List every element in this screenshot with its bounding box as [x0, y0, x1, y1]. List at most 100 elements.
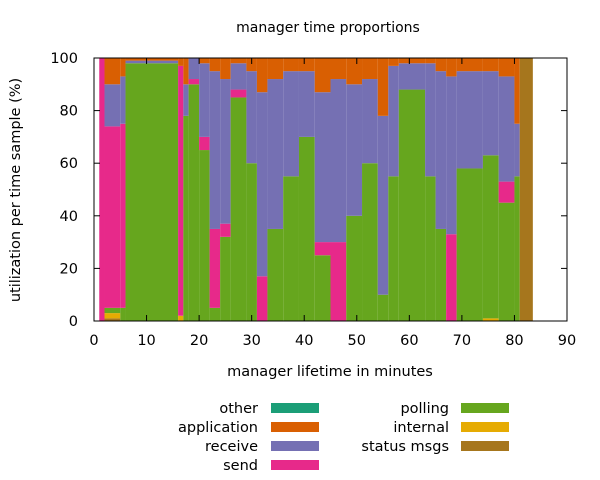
legend-label-send: send: [223, 458, 258, 474]
legend-swatch-internal: [461, 422, 509, 432]
bar-segment-application-13: [267, 58, 284, 80]
bar-segment-application-19: [362, 58, 378, 80]
bar-segment-polling-18: [346, 215, 363, 321]
bar-segment-receive-25: [446, 76, 457, 235]
bar-segment-send-16: [314, 242, 331, 256]
bar-segment-send-28: [498, 181, 515, 203]
bar-segment-polling-7: [199, 150, 210, 321]
bar-segment-application-11: [246, 58, 257, 72]
bar-segment-application-9: [220, 58, 231, 80]
chart-title: manager time proportions: [236, 20, 420, 36]
bar-segment-receive-21: [388, 65, 399, 177]
bar-segment-polling-26: [456, 168, 483, 321]
x-tick-label-90: 90: [558, 333, 576, 349]
bar-segment-polling-27: [482, 155, 499, 319]
bar-segment-application-29: [514, 58, 520, 124]
bar-segment-polling-22: [398, 89, 426, 321]
bar-segment-send-8: [209, 228, 221, 308]
bar-segment-application-20: [377, 58, 389, 116]
bar-segment-application-2: [120, 58, 126, 77]
legend-label-receive: receive: [205, 439, 258, 455]
bar-segment-internal-4: [178, 315, 184, 321]
bar-segment-receive-15: [298, 71, 315, 137]
bar-segment-receive-22: [398, 63, 426, 90]
bar-segment-application-23: [425, 58, 436, 64]
bar-segment-application-4: [178, 58, 184, 66]
bar-segment-internal-1: [104, 313, 121, 319]
bar-segment-application-1: [104, 58, 121, 85]
legend-swatch-other: [271, 403, 319, 413]
bar-segment-polling-21: [388, 176, 399, 321]
bar-segment-send-0: [99, 58, 105, 321]
bar-segment-receive-16: [314, 92, 331, 243]
legend: other application receive send polling intern…: [178, 401, 509, 474]
bar-segment-send-6: [188, 79, 200, 85]
legend-label-polling: polling: [400, 401, 449, 417]
bar-segment-receive-27: [482, 71, 499, 156]
bar-segment-polling-8: [209, 307, 221, 321]
legend-swatch-send: [271, 460, 319, 470]
bar-segment-polling-13: [267, 228, 284, 321]
bar-segment-status-msgs-1: [104, 318, 121, 321]
bar-segment-polling-1: [104, 307, 121, 314]
plot-frame: [93, 57, 568, 322]
bar-segment-receive-23: [425, 63, 436, 177]
legend-label-other: other: [219, 401, 258, 417]
bar-segment-polling-16: [314, 255, 331, 321]
bar-segment-send-2: [120, 123, 126, 308]
y-tick-label-100: 100: [50, 51, 78, 67]
legend-label-status-msgs: status msgs: [361, 439, 449, 455]
x-tick-label-50: 50: [348, 333, 366, 349]
bar-segment-status-msgs-30: [519, 58, 533, 321]
bar-segment-polling-2: [120, 307, 126, 321]
bar-segment-application-28: [498, 58, 515, 77]
bar-segment-send-4: [178, 65, 184, 316]
y-tick-label-60: 60: [60, 156, 78, 172]
bar-segment-application-17: [330, 58, 347, 80]
legend-swatch-application: [271, 422, 319, 432]
legend-label-internal: internal: [393, 420, 449, 436]
bar-segment-receive-14: [283, 71, 299, 177]
x-tick-label-70: 70: [453, 333, 471, 349]
bar-segment-polling-24: [435, 228, 447, 321]
bar-segment-application-7: [199, 58, 210, 64]
y-tick-label-40: 40: [60, 209, 78, 225]
bar-segment-receive-8: [209, 71, 221, 229]
bar-segment-receive-2: [120, 76, 126, 124]
x-tick-label-20: 20: [190, 333, 208, 349]
bar-segment-polling-23: [425, 176, 436, 321]
bar-segment-application-14: [283, 58, 299, 72]
bar-segment-polling-14: [283, 176, 299, 321]
bar-segment-application-3: [125, 58, 179, 61]
bar-segment-send-10: [230, 89, 247, 98]
bar-segment-send-17: [330, 242, 347, 321]
legend-swatch-receive: [271, 441, 319, 451]
bar-segment-receive-3: [125, 60, 179, 64]
bar-segment-polling-28: [498, 202, 515, 321]
bar-segment-polling-10: [230, 97, 247, 321]
bar-segment-application-5: [183, 58, 189, 85]
bar-segment-application-22: [398, 58, 426, 64]
bar-segment-receive-12: [256, 92, 268, 277]
bar-segment-polling-9: [220, 236, 231, 321]
bar-segment-receive-24: [435, 71, 447, 229]
bar-segment-send-25: [446, 234, 457, 321]
bar-segment-receive-10: [230, 63, 247, 90]
bar-segment-application-26: [456, 58, 483, 72]
bar-segment-send-1: [104, 126, 121, 308]
bar-segment-receive-17: [330, 79, 347, 243]
bar-segment-polling-20: [377, 294, 389, 321]
x-tick-label-80: 80: [505, 333, 523, 349]
y-axis-label: utilization per time sample (%): [8, 78, 24, 302]
bar-segment-receive-18: [346, 84, 363, 216]
bar-segment-receive-5: [183, 84, 189, 116]
bar-segment-application-15: [298, 58, 315, 72]
y-tick-label-20: 20: [60, 261, 78, 277]
bar-segment-receive-7: [199, 63, 210, 137]
y-axis-ticks: 0 20 40 60 80 100: [50, 51, 567, 330]
x-tick-label-40: 40: [295, 333, 313, 349]
bar-segment-application-27: [482, 58, 499, 72]
bar-segment-receive-11: [246, 71, 257, 164]
bar-segment-application-10: [230, 58, 247, 64]
bar-segment-polling-19: [362, 163, 378, 321]
